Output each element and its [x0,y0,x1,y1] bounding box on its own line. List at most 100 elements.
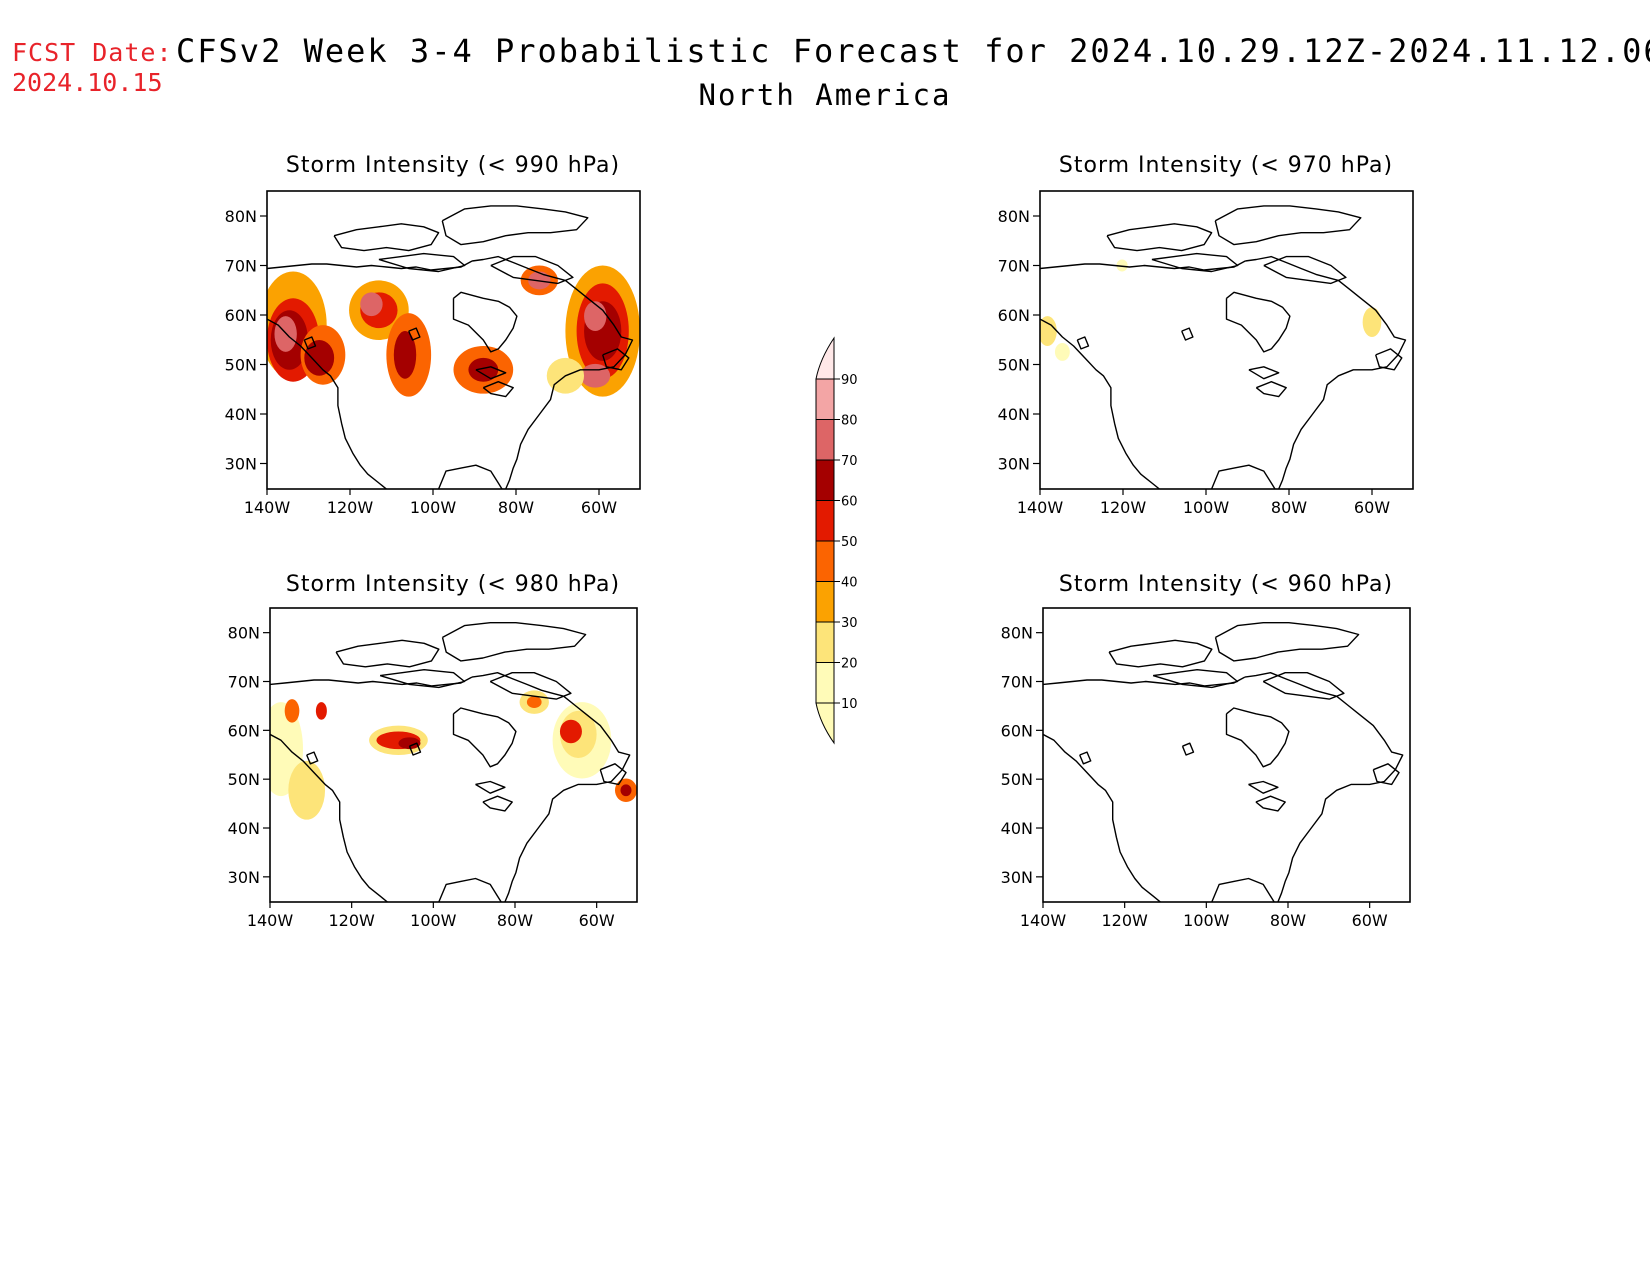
panel-title-960: Storm Intensity (< 960 hPa) [1059,572,1393,597]
colorbar-label: 40 [841,576,858,591]
lon-tick-label: 80W [1271,498,1307,517]
coastline-segment [438,877,502,902]
coastline-segment [1248,366,1280,380]
probability-fill [270,690,637,820]
coastline-segment [1108,639,1213,668]
coastline-segment [408,327,421,341]
coastline [1040,205,1407,489]
probability-contour [393,331,417,379]
coastline [270,622,631,902]
coastline-segment [270,676,473,687]
lon-tick-label: 120W [327,498,374,517]
map-panel-970: 80N 70N 60N 50N 40N 30N 140W 120W 100W 80W 60W [998,190,1414,517]
probability-contour [584,301,607,332]
lat-tick-label: 80N [998,207,1030,226]
lon-tick-label: 100W [410,498,457,517]
coastline-segment [489,672,572,700]
panel-title-980: Storm Intensity (< 980 hPa) [286,572,620,597]
lat-tick-label: 80N [225,207,257,226]
map-panel-990: 80N 70N 60N 50N 40N 30N 140W 120W 100W 80W 60W [225,190,641,517]
coastline-segment [1152,669,1239,689]
lat-tick-label: 50N [228,770,260,789]
probability-contour [620,784,632,797]
probability-contour [315,702,327,720]
colorbar-swatch [815,662,835,704]
lon-tick-label: 140W [244,498,291,517]
coastline-segment [1106,223,1213,252]
map-panel-980: 80N 70N 60N 50N 40N 30N 140W 120W 100W 80W 60W [228,607,638,930]
map-frame [266,190,641,490]
coastline-segment [1245,255,1407,489]
forecast-date: FCST Date: 2024.10.15 [12,38,173,98]
coastline-segment [335,639,440,668]
probability-contour [1040,316,1057,346]
coastline-segment [1255,795,1286,812]
probability-contour [288,760,326,820]
lon-tick-label: 60W [1354,498,1390,517]
coastline-segment [1248,780,1279,794]
lon-tick-label: 120W [1100,498,1147,517]
coastline-segment [1263,255,1347,285]
lon-tick-label: 60W [581,498,617,517]
colorbar-label: 70 [841,454,858,469]
coastline-segment [472,255,634,489]
coastline-segment [482,381,514,398]
colorbar: 10 20 30 40 50 60 70 80 90 [815,336,858,745]
lat-tick-label: 50N [998,356,1030,375]
coastline-segment [482,795,513,812]
lon-tick-label: 60W [1352,911,1388,930]
coastline-segment [378,252,466,273]
lon-tick-label: 60W [579,911,615,930]
colorbar-swatch [815,621,835,663]
map-frame [1039,190,1414,490]
lat-tick-label: 70N [1001,673,1033,692]
lon-tick-label: 140W [247,911,294,930]
colorbar-swatch [815,500,835,542]
lon-tick-label: 100W [1183,498,1230,517]
probability-contour [398,737,421,750]
colorbar-label: 80 [841,414,858,429]
colorbar-label: 30 [841,616,858,631]
lat-tick-label: 80N [228,624,260,643]
colorbar-swatch [815,419,835,461]
coastline-segment [441,622,587,662]
probability-contour [360,292,383,317]
colorbar-swatch [815,581,835,623]
coastline-segment [1211,877,1275,902]
probability-contour [580,363,611,388]
colorbar-label: 60 [841,495,858,510]
coastline-segment [602,348,630,371]
lon-tick-label: 80W [497,911,533,930]
coastline-segment [471,672,631,902]
coastline-segment [1210,464,1276,489]
lat-tick-label: 60N [998,306,1030,325]
colorbar-label: 10 [841,697,858,712]
coastline-segment [1079,751,1092,765]
lat-tick-label: 30N [998,455,1030,474]
lon-tick-label: 120W [1101,911,1148,930]
probability-contour [1116,259,1128,272]
lat-tick-label: 50N [1001,770,1033,789]
lon-tick-label: 80W [498,498,534,517]
coastline-segment [599,763,627,786]
lat-tick-label: 30N [225,455,257,474]
probability-contour [304,340,335,376]
colorbar-top-triangle [815,336,835,380]
colorbar-swatch [815,378,835,420]
lat-tick-label: 30N [228,868,260,887]
coastline-segment [437,464,503,489]
coastline-segment [1181,327,1194,341]
coastline-segment [452,707,517,768]
lon-tick-label: 120W [328,911,375,930]
coastline-segment [1225,291,1291,353]
lon-tick-label: 140W [1017,498,1064,517]
coastline-segment [303,336,317,350]
map-frame [1042,607,1411,903]
coastline-segment [1043,733,1161,902]
coastline-segment [475,366,507,380]
coastline-segment [379,669,466,689]
coastline-segment [1040,318,1160,489]
lat-tick-label: 60N [228,721,260,740]
probability-contour [1054,342,1070,361]
page-title: CFSv2 Week 3-4 Probabilistic Forecast fo… [176,32,1650,70]
